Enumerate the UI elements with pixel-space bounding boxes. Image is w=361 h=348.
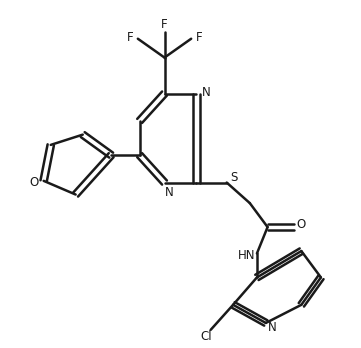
Text: S: S [230, 171, 238, 184]
Text: F: F [196, 31, 202, 44]
Text: F: F [161, 18, 168, 31]
Text: N: N [268, 321, 277, 334]
Text: Cl: Cl [201, 330, 212, 343]
Text: N: N [202, 86, 211, 99]
Text: N: N [164, 185, 173, 199]
Text: O: O [29, 176, 38, 189]
Text: F: F [127, 31, 133, 44]
Text: HN: HN [238, 249, 256, 262]
Text: O: O [297, 218, 306, 231]
